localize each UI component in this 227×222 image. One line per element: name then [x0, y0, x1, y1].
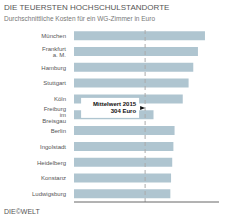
html-text:DIE©WELT: DIE©WELT: [4, 208, 40, 215]
svg-text:München: München: [41, 33, 66, 39]
svg-text:Konstanz: Konstanz: [41, 175, 66, 181]
svg-text:Frankfurta. M.: Frankfurta. M.: [42, 46, 66, 58]
svg-text:Ingolstadt: Ingolstadt: [40, 144, 66, 150]
svg-text:Ludwigsburg: Ludwigsburg: [32, 191, 66, 197]
svg-text:Berlin: Berlin: [51, 128, 66, 134]
svg-text:Stuttgart: Stuttgart: [43, 80, 66, 86]
svg-text:FreiburgimBreisgau: FreiburgimBreisgau: [42, 106, 66, 124]
svg-text:304 Euro: 304 Euro: [111, 108, 137, 114]
svg-text:Hamburg: Hamburg: [41, 65, 66, 71]
svg-text:Heidelberg: Heidelberg: [37, 160, 66, 166]
svg-text:Mittelwert 2015: Mittelwert 2015: [93, 101, 137, 107]
svg-text:Köln: Köln: [54, 96, 66, 102]
html-text:DIE TEUERSTEN HOCHSCHULSTANDOR: DIE TEUERSTEN HOCHSCHULSTANDORTE: [4, 3, 170, 12]
html-text:Durchschnittliche Kosten für e: Durchschnittliche Kosten für ein WG-Zimm…: [4, 15, 155, 22]
